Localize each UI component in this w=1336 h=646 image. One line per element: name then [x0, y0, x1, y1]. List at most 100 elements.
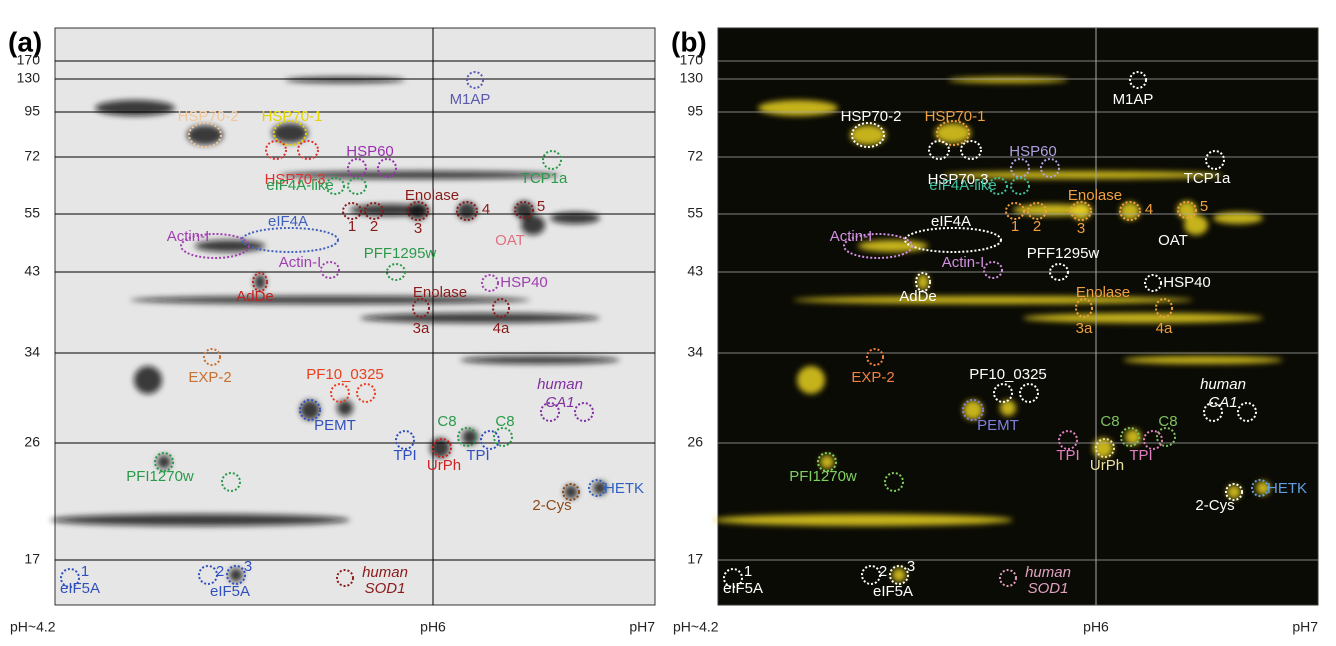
gel-spot [917, 274, 929, 290]
spot-label: HSP40 [1163, 274, 1211, 291]
spot-label: Enolase [1076, 284, 1130, 301]
gel-spot [550, 212, 600, 224]
spot-label: EXP-2 [188, 369, 231, 386]
ph-label: pH6 [420, 619, 446, 635]
spot-circle [542, 150, 562, 170]
spot-circle [241, 227, 339, 253]
spot-circle [1205, 150, 1225, 170]
gel-spot [850, 125, 886, 145]
spot-circle [1177, 201, 1197, 219]
spot-circle [1027, 202, 1047, 220]
spot-circle [493, 427, 513, 447]
spot-circle [342, 202, 362, 220]
gel-spot [285, 77, 405, 83]
panel-label: (a) [8, 26, 42, 57]
gel-spot [935, 123, 971, 143]
spot-label: PFI1270w [126, 468, 194, 485]
spot-label: eIF4A-like [929, 177, 997, 194]
gel-spot [963, 400, 983, 420]
spot-label: SOD1 [365, 580, 406, 597]
spot-circle [936, 120, 970, 146]
spot-circle [1049, 263, 1069, 281]
spot-label: PFI1270w [789, 468, 857, 485]
spot-label: Actin-I [942, 254, 985, 271]
mw-label: 170 [17, 52, 41, 68]
mw-label: 130 [680, 70, 704, 86]
ph-label: pH~4.2 [673, 619, 719, 635]
spot-label: 5 [1200, 198, 1208, 215]
spot-label: 4a [493, 320, 510, 337]
spot-label: HSP70-1 [925, 108, 986, 125]
spot-label: 2 [879, 563, 887, 580]
spot-circle [252, 272, 268, 292]
spot-label: 1 [1011, 218, 1019, 235]
spot-label: HSP70-3 [928, 171, 989, 188]
gel-spots [50, 77, 620, 582]
gel-spot [272, 123, 308, 143]
spot-circle [1019, 383, 1039, 403]
gel-spot [1184, 215, 1208, 235]
spot-circle [851, 122, 885, 148]
mw-label: 170 [680, 52, 704, 68]
spot-circle [203, 348, 221, 366]
spot-circle [866, 348, 884, 366]
spot-label: C8 [1100, 413, 1119, 430]
gel-spot [758, 100, 838, 116]
spot-label: C8 [495, 413, 514, 430]
spot-label: OAT [495, 232, 525, 249]
spot-label: OAT [1158, 232, 1188, 249]
spot-label: TPI [1056, 447, 1079, 464]
spot-label: 4 [482, 201, 490, 218]
spot-label: AdDe [899, 288, 937, 305]
spot-label: M1AP [1113, 91, 1154, 108]
spot-circle [1156, 427, 1176, 447]
spot-circle [432, 438, 452, 458]
spot-circle [983, 261, 1003, 279]
gel-spot [521, 215, 545, 235]
mw-label: 43 [687, 263, 703, 279]
spot-label: eIF5A [873, 583, 913, 600]
spot-label: human [362, 564, 408, 581]
spot-label: eIF4A [931, 213, 971, 230]
spot-circle [456, 201, 478, 221]
spot-circle [1070, 201, 1092, 221]
spot-circle [1095, 438, 1115, 458]
gel-spot [1213, 212, 1263, 224]
spot-circle [480, 430, 500, 450]
gel-spot [360, 313, 600, 323]
spot-circle [562, 483, 580, 501]
spot-circle [457, 427, 477, 447]
spot-label: Enolase [405, 187, 459, 204]
spot-label: 3 [414, 220, 422, 237]
spot-circle [999, 569, 1017, 587]
ph-label: pH7 [629, 619, 655, 635]
gel-spot [948, 77, 1068, 83]
ph-label: pH6 [1083, 619, 1109, 635]
spot-label: HETK [1267, 480, 1307, 497]
gel-spot [1013, 204, 1093, 216]
spot-label: HSP70-3 [265, 171, 326, 188]
gel-spot [130, 296, 530, 304]
spot-circle [1237, 402, 1257, 422]
spot-label: HSP70-2 [841, 108, 902, 125]
spot-circle [188, 122, 222, 148]
spot-circle [273, 120, 307, 146]
spot-label: 2 [216, 563, 224, 580]
spot-circle [928, 140, 950, 160]
spot-circle [336, 569, 354, 587]
spot-label: PFF1295w [1027, 245, 1100, 262]
spot-circle [356, 383, 376, 403]
gel-spot [300, 400, 320, 420]
spot-circle [180, 233, 250, 259]
spot-label: CA1 [1208, 394, 1237, 411]
gel-spot [457, 202, 477, 220]
mw-label: 130 [17, 70, 41, 86]
spot-label: TPI [393, 447, 416, 464]
spot-circle [574, 402, 594, 422]
gel-spot [134, 366, 162, 394]
gel-spot [1227, 485, 1241, 499]
spot-circle [330, 383, 350, 403]
spot-label: TPI [1129, 447, 1152, 464]
spot-label: 4 [1145, 201, 1153, 218]
